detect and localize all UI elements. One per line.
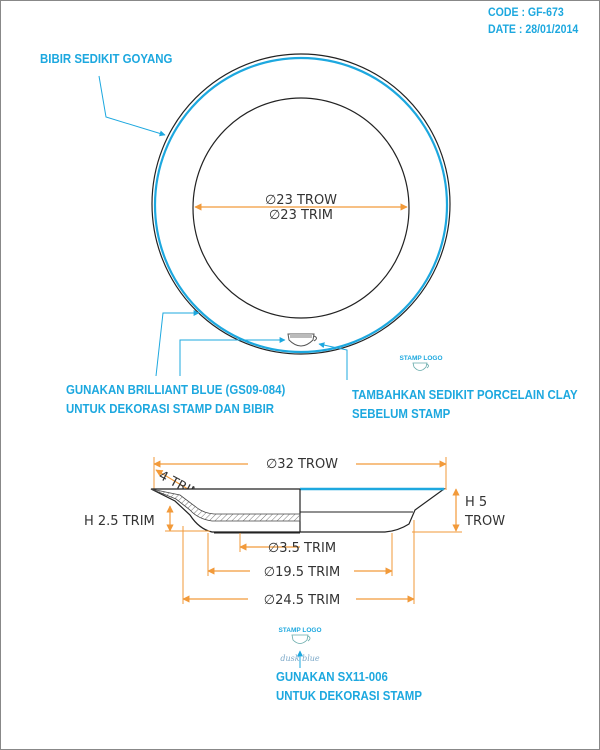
blue-rim-decoration	[153, 56, 449, 354]
height-trow-value: H 5	[465, 495, 487, 510]
stamp-logo-icon: STAMP LOGO	[399, 355, 443, 371]
stamp-logo-label-bottom: STAMP LOGO	[278, 627, 321, 634]
code-label: CODE : GF-673	[488, 5, 564, 19]
stamp-note-line1: GUNAKAN SX11-006	[276, 669, 388, 684]
date-label: DATE : 28/01/2014	[488, 22, 579, 36]
height-trow-unit: TROW	[464, 514, 505, 529]
stamp-logo-label: STAMP LOGO	[399, 355, 442, 362]
base-diameter-label: ∅19.5 TRIM	[264, 565, 340, 580]
label-mask	[248, 590, 356, 607]
clay-note-line2: SEBELUM STAMP	[352, 406, 451, 421]
foot-height-label: H 2.5 TRIM	[84, 514, 155, 529]
top-view: ∅23 TROW ∅23 TRIM STAMP LOGO	[98, 53, 451, 380]
rim-glaze-leader-line	[155, 310, 200, 377]
outer-rim-circle	[151, 53, 451, 355]
glaze-note-line1: GUNAKAN BRILLIANT BLUE (GS09-084)	[66, 382, 286, 397]
inner-diameter-trim-label: ∅23 TRIM	[269, 208, 333, 223]
rim-leader-line	[98, 75, 166, 137]
side-view: ∅32 TROW 4 TRIM H 5 TROW H 2.5 TRIM	[84, 455, 505, 668]
clay-note-line1: TAMBAHKAN SEDIKIT PORCELAIN CLAY	[352, 387, 578, 402]
glaze-note-line2: UNTUK DEKORASI STAMP DAN BIBIR	[66, 401, 275, 416]
porcelain-clay-leader-line	[318, 342, 348, 380]
foot-diameter-label: ∅3.5 TRIM	[268, 541, 336, 556]
stamp-note-line2: UNTUK DEKORASI STAMP	[276, 688, 422, 703]
outer-diameter-label: ∅32 TROW	[266, 457, 338, 472]
label-mask	[248, 455, 356, 472]
bottom-diameter-label: ∅24.5 TRIM	[264, 593, 340, 608]
stamp-logo-mark	[287, 333, 317, 347]
inner-diameter-trow-label: ∅23 TROW	[265, 193, 337, 208]
inner-well-circle	[192, 97, 410, 319]
label-mask	[250, 562, 354, 579]
section-hatch	[150, 488, 301, 522]
stamp-glaze-leader-line	[179, 337, 286, 376]
rim-note: BIBIR SEDIKIT GOYANG	[40, 51, 173, 66]
